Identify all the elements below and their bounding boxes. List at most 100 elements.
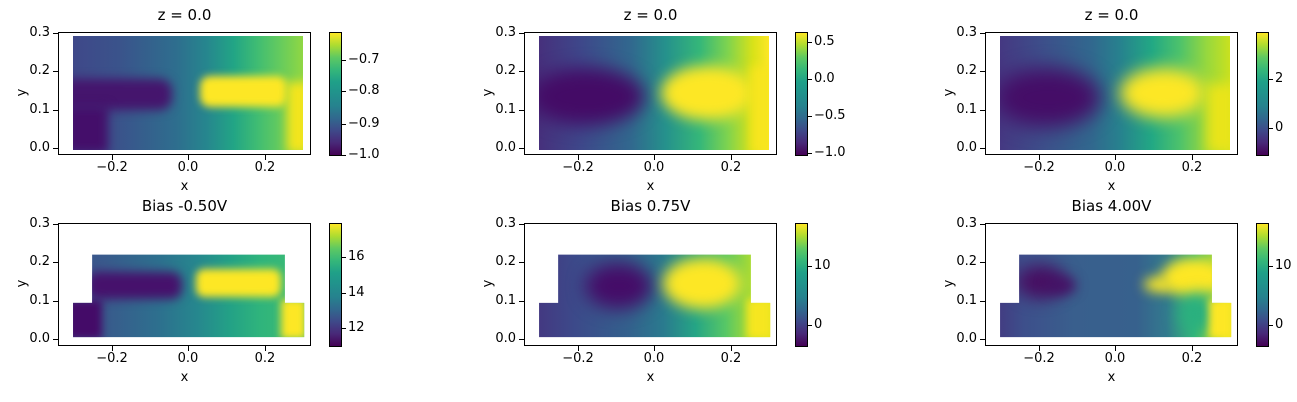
heatmap-blob-dark [585, 262, 653, 309]
colorbar-tick-mark [342, 60, 346, 61]
x-tick-label: −0.2 [1023, 351, 1055, 366]
colorbar [795, 32, 808, 156]
heatmap-blob-dark [539, 67, 645, 125]
x-tick-label: 0.2 [254, 160, 276, 175]
y-tick-mark [980, 33, 985, 34]
y-axis-label: y [480, 279, 496, 288]
y-tick-label: 0.2 [956, 254, 977, 269]
y-tick-mark [519, 148, 524, 149]
y-tick-mark [53, 262, 58, 263]
y-tick-label: 0.1 [29, 293, 50, 308]
x-tick-mark [654, 346, 655, 351]
heatmap-blob-yellow [660, 65, 753, 121]
colorbar-tick-mark [808, 116, 812, 117]
y-tick-mark [53, 71, 58, 72]
colorbar-tick-label: 0.5 [814, 34, 835, 49]
colorbar-tick-mark [342, 293, 346, 294]
y-tick-label: 0.3 [956, 216, 977, 231]
y-tick-label: 0.3 [956, 25, 977, 40]
colorbar-tick-label: 0 [1275, 120, 1284, 135]
colorbar [1256, 32, 1269, 156]
x-tick-label: −0.2 [562, 160, 594, 175]
y-tick-label: 0.1 [495, 293, 516, 308]
colorbar-tick-mark [1269, 266, 1273, 267]
heatmap [539, 254, 771, 338]
plot-title: Bias -0.50V [141, 197, 228, 215]
heatmap-blob-yellow-band [195, 269, 282, 298]
x-axis-label: x [646, 179, 655, 194]
y-tick-mark [980, 224, 985, 225]
colorbar-tick-mark [808, 79, 812, 80]
colorbar-tick-label: −0.9 [348, 116, 380, 131]
y-tick-mark [980, 262, 985, 263]
heatmap-blob-yellow-edge [750, 65, 769, 150]
axes-frame [58, 32, 311, 155]
heatmap-blob-yellow [1161, 257, 1225, 297]
colorbar-tick-label: −0.8 [348, 83, 380, 98]
heatmap-blob-dark-corner [73, 300, 102, 338]
heatmap [73, 254, 305, 338]
x-axis-label: x [180, 370, 189, 385]
axes-frame [524, 223, 777, 346]
heatmap-blob-dark [1000, 67, 1102, 128]
y-tick-mark [980, 339, 985, 340]
colorbar-tick-mark [808, 153, 812, 154]
heatmap-blob-dark-band [86, 272, 182, 299]
x-tick-mark [265, 155, 266, 160]
heatmap-blob-yellow-band [199, 75, 287, 107]
colorbar-tick-label: 0 [814, 317, 823, 332]
colorbar-tick-mark [1269, 79, 1273, 80]
heatmap [539, 36, 769, 150]
y-axis-label: y [941, 279, 957, 288]
heatmap [1000, 254, 1232, 338]
x-tick-label: −0.2 [1023, 160, 1055, 175]
colorbar-tick-mark [342, 257, 346, 258]
x-tick-mark [112, 346, 113, 351]
y-tick-label: 0.3 [495, 25, 516, 40]
axes-frame [985, 32, 1238, 155]
x-tick-mark [188, 346, 189, 351]
y-tick-mark [53, 148, 58, 149]
x-tick-mark [1115, 346, 1116, 351]
y-tick-label: 0.1 [956, 102, 977, 117]
x-tick-mark [1192, 346, 1193, 351]
colorbar [1256, 223, 1269, 347]
colorbar-tick-label: 0.0 [814, 71, 835, 86]
y-tick-label: 0.3 [29, 216, 50, 231]
x-axis-label: x [1107, 370, 1116, 385]
y-tick-mark [53, 33, 58, 34]
colorbar-tick-label: 0 [1275, 317, 1284, 332]
colorbar-tick-label: −0.5 [814, 108, 846, 123]
colorbar-tick-label: −1.0 [814, 145, 846, 160]
y-tick-mark [519, 71, 524, 72]
plot-title: z = 0.0 [157, 6, 212, 24]
colorbar-tick-label: 12 [348, 320, 365, 335]
colorbar [795, 223, 808, 347]
x-tick-mark [654, 155, 655, 160]
heatmap-blob-yellow [663, 257, 741, 309]
y-tick-label: 0.0 [956, 140, 977, 155]
y-tick-mark [519, 301, 524, 302]
plot-title: z = 0.0 [1084, 6, 1139, 24]
colorbar-tick-mark [342, 91, 346, 92]
x-tick-mark [1039, 155, 1040, 160]
colorbar [329, 32, 342, 156]
x-tick-label: 0.0 [177, 160, 199, 175]
y-tick-label: 0.1 [956, 293, 977, 308]
x-tick-label: −0.2 [96, 351, 128, 366]
y-tick-label: 0.2 [29, 63, 50, 78]
colorbar-tick-label: 2 [1275, 71, 1284, 86]
subplot-top-middle: z = 0.0 y 0.3 0.2 0.1 0.0 −0.2 0.0 0.2 x… [474, 5, 874, 197]
y-tick-mark [53, 301, 58, 302]
y-tick-label: 0.0 [29, 140, 50, 155]
x-tick-label: −0.2 [96, 160, 128, 175]
x-axis-label: x [180, 179, 189, 194]
y-tick-mark [519, 339, 524, 340]
x-axis-label: x [646, 370, 655, 385]
y-tick-mark [519, 33, 524, 34]
x-tick-mark [731, 346, 732, 351]
y-tick-mark [53, 224, 58, 225]
colorbar-tick-label: −0.7 [348, 52, 380, 67]
heatmap-blob-yellow-edge [1207, 83, 1230, 150]
x-tick-mark [578, 155, 579, 160]
